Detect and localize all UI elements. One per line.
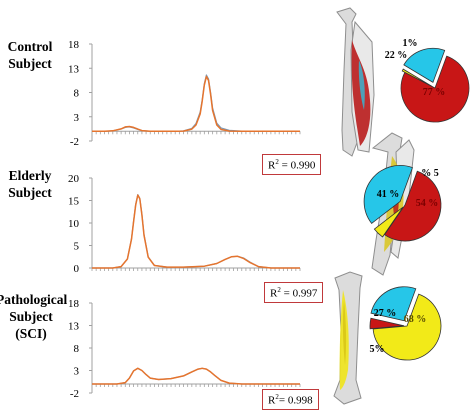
y-tick-label: 3: [74, 112, 80, 124]
pie-slice-label: % 5: [421, 168, 439, 179]
pie-slice: [384, 170, 442, 242]
pie-slice: [363, 165, 414, 224]
pie-chart-pathological: 68 % 5% 27 %: [369, 286, 442, 361]
pie-slice-label: 27 %: [374, 308, 397, 319]
pie-slice: [401, 68, 433, 87]
y-tick-label: 15: [68, 196, 80, 208]
y-tick-label: 13: [68, 63, 80, 75]
r2-box-control: R2 = 0.990: [262, 154, 322, 175]
subject-label-line: Control: [7, 39, 53, 54]
y-tick-label: 8: [74, 88, 80, 100]
y-tick-label: 0: [74, 263, 80, 275]
pie-slice: [373, 206, 404, 238]
y-tick-label: 18: [68, 39, 80, 51]
pie-slice: [370, 286, 417, 322]
y-tick-label: 20: [68, 173, 80, 185]
r2-value: 0.998: [287, 394, 313, 407]
emg-chart-control: 18 13 8 3 -2: [68, 39, 301, 148]
subject-label-control: Control Subject: [0, 38, 60, 72]
pie-slice: [403, 47, 446, 83]
subject-label-line: Elderly: [8, 168, 52, 183]
subject-label-line: Subject: [9, 309, 53, 324]
pie-slice: [372, 293, 442, 361]
series-line-measured: [92, 74, 300, 132]
y-tick-label: 3: [74, 366, 80, 378]
r2-box-elderly: R2 = 0.997: [264, 282, 324, 303]
subject-label-line: Subject: [8, 56, 52, 71]
series-line-fitted: [92, 75, 300, 133]
pie-chart-control: 77 % 1%22 %: [385, 38, 470, 123]
tibia-illustration-control: [336, 7, 375, 157]
pie-slice: [369, 317, 405, 330]
r2-value: 0.990: [290, 159, 316, 172]
subject-label-elderly: Elderly Subject: [0, 167, 60, 201]
y-tick-label: 5: [74, 241, 80, 253]
pie-chart-elderly: 54 % % 5 41 %: [363, 165, 442, 242]
r2-value: 0.997: [292, 287, 318, 300]
y-tick-label: 8: [74, 343, 80, 355]
pie-slice-label: 77 %: [423, 87, 446, 98]
pie-slice-label: 68 %: [404, 314, 427, 325]
pie-slice-label: 22 %: [385, 50, 408, 61]
subject-label-line: Subject: [8, 185, 52, 200]
pie-slice-label: 5%: [370, 344, 385, 355]
series-line-measured: [92, 194, 300, 269]
series-line-fitted: [92, 367, 300, 385]
r2-box-pathological: R2= 0.998: [262, 389, 319, 410]
subject-label-pathological: Pathological Subject (SCI): [0, 291, 68, 342]
tibia-illustration-pathological: [333, 271, 363, 405]
pie-slice-label: 41 %: [377, 189, 400, 200]
subject-label-line: (SCI): [15, 326, 47, 341]
y-tick-label: -2: [70, 136, 79, 148]
pie-slice: [400, 55, 470, 123]
emg-chart-elderly: 20 15 10 5 0: [68, 173, 301, 275]
pie-slice-label: 54 %: [416, 198, 439, 209]
y-tick-label: 10: [68, 218, 80, 230]
y-tick-label: -2: [70, 388, 79, 400]
emg-chart-pathological: 18 13 8 3 -2: [68, 298, 301, 400]
y-tick-label: 18: [68, 298, 80, 310]
series-line-fitted: [92, 194, 300, 269]
subject-label-line: Pathological: [0, 292, 68, 307]
y-tick-label: 13: [68, 321, 80, 333]
pie-slice-label: 1%: [403, 38, 418, 49]
